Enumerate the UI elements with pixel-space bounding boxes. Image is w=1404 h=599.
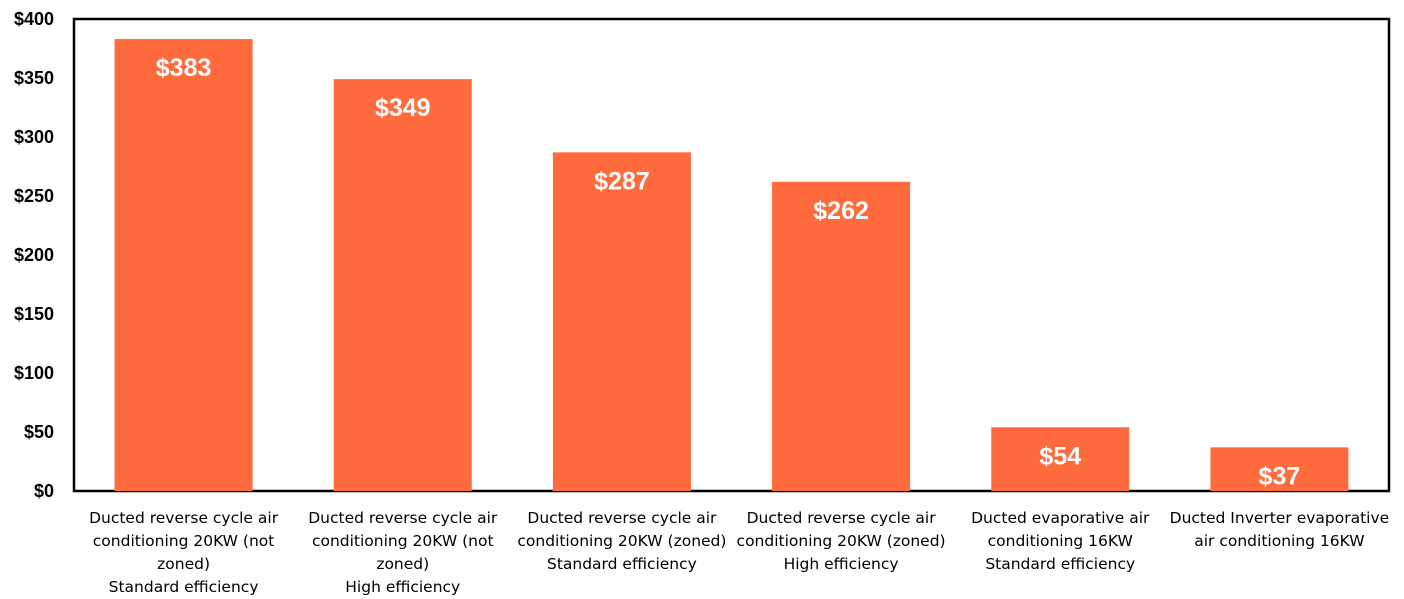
data-label: $37 bbox=[1259, 462, 1301, 490]
x-tick-label: Ducted reverse cycle air conditioning 20K… bbox=[308, 509, 498, 596]
x-tick-label: Ducted reverse cycle air conditioning 20K… bbox=[737, 509, 946, 573]
bar bbox=[114, 39, 253, 492]
data-label: $349 bbox=[375, 94, 431, 122]
y-tick-label: $200 bbox=[14, 245, 54, 265]
x-tick-label: Ducted reverse cycle air conditioning 20K… bbox=[517, 509, 726, 573]
y-tick-label: $250 bbox=[14, 186, 54, 206]
y-tick-label: $150 bbox=[14, 304, 54, 324]
x-axis-labels: Ducted reverse cycle air conditioning 20K… bbox=[89, 509, 1389, 596]
y-tick-label: $0 bbox=[34, 481, 54, 501]
y-tick-label: $300 bbox=[14, 127, 54, 147]
bars-group bbox=[114, 39, 1349, 492]
y-tick-label: $50 bbox=[24, 422, 54, 442]
bar bbox=[772, 181, 911, 491]
data-label: $54 bbox=[1039, 442, 1081, 470]
data-label: $287 bbox=[594, 167, 650, 195]
bar bbox=[333, 79, 472, 492]
x-tick-label: Ducted Inverter evaporative air condition… bbox=[1170, 509, 1390, 550]
data-labels-group: $383 $349 $287 $262 $54 $37 bbox=[156, 54, 1301, 490]
y-tick-label: $400 bbox=[14, 9, 54, 29]
y-tick-label: $350 bbox=[14, 68, 54, 88]
bar bbox=[991, 427, 1130, 491]
plot-area-frame bbox=[72, 17, 1391, 493]
bar bbox=[1210, 447, 1349, 491]
data-label: $262 bbox=[813, 197, 869, 225]
y-axis-ticks: $0 $50 $100 $150 $200 $250 $300 $350 $400 bbox=[14, 9, 54, 501]
x-tick-label: Ducted evaporative air conditioning 16KW S… bbox=[971, 509, 1150, 573]
x-tick-label: Ducted reverse cycle air conditioning 20K… bbox=[89, 509, 279, 596]
data-label: $383 bbox=[156, 54, 212, 82]
bar bbox=[552, 152, 691, 491]
y-tick-label: $100 bbox=[14, 363, 54, 383]
